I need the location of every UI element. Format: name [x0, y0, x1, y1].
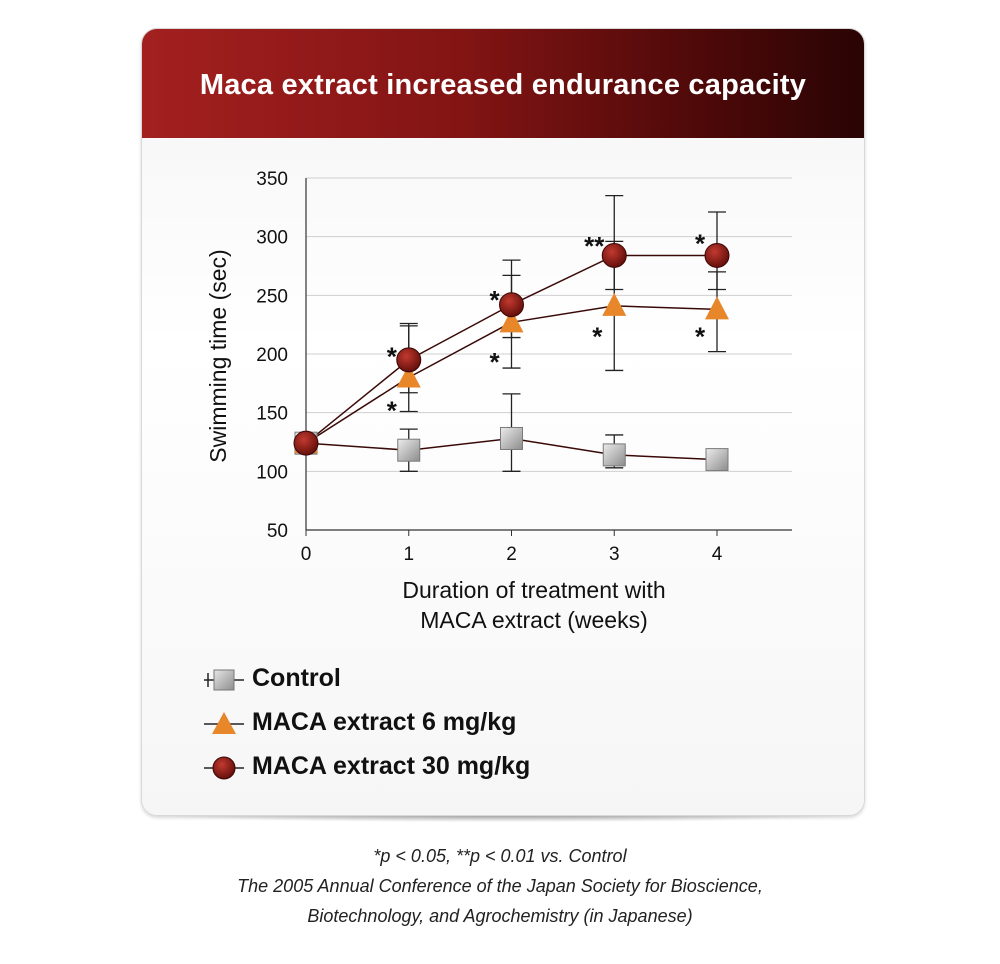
- significance-marker-7: *: [695, 321, 706, 351]
- significance-marker-3: *: [489, 347, 500, 377]
- y-tick-label-250: 250: [256, 286, 288, 307]
- data-point-s0-4: [705, 448, 729, 472]
- y-tick-label-350: 350: [256, 169, 288, 190]
- data-point-s2-3: [601, 242, 627, 268]
- y-tick-label-150: 150: [256, 404, 288, 425]
- x-axis-title-line-1: Duration of treatment with: [402, 577, 665, 603]
- significance-marker-2: *: [489, 285, 500, 315]
- y-tick-label-300: 300: [256, 228, 288, 249]
- x-tick-label-4: 4: [712, 544, 723, 565]
- y-tick-label-200: 200: [256, 345, 288, 366]
- significance-marker-6: *: [695, 229, 706, 259]
- y-axis-title: Swimming time (sec): [205, 249, 231, 462]
- significance-note: *p < 0.05, **p < 0.01 vs. Control: [373, 846, 627, 866]
- data-point-s0-3: [602, 443, 626, 467]
- x-tick-label-3: 3: [609, 544, 620, 565]
- significance-marker-1: *: [387, 395, 398, 425]
- y-tick-label-100: 100: [256, 462, 288, 483]
- data-point-s1-3: [602, 292, 627, 316]
- data-point-s2-0: [293, 430, 319, 456]
- data-point-s2-2: [499, 292, 524, 318]
- significance-marker-4: **: [584, 231, 605, 261]
- legend-triangle-marker-icon: [204, 712, 244, 734]
- legend-label-control: Control: [252, 664, 341, 692]
- legend-label-maca-30: MACA extract 30 mg/kg: [252, 752, 531, 780]
- title-banner: Maca extract increased endurance capacit…: [142, 29, 864, 138]
- chart-card: Maca extract increased endurance capacit…: [141, 28, 865, 816]
- data-point-s2-1: [396, 347, 422, 373]
- data-point-s1-1: [396, 364, 421, 388]
- data-point-s0-2: [500, 426, 523, 450]
- x-tick-label-1: 1: [403, 544, 414, 565]
- x-axis-title-line-2: MACA extract (weeks): [420, 607, 648, 633]
- legend-square-marker-icon: [204, 669, 244, 691]
- significance-marker-0: *: [387, 341, 398, 371]
- legend-circle-marker-icon: [204, 756, 244, 780]
- chart-title: Maca extract increased endurance capacit…: [199, 69, 807, 101]
- source-line-1: The 2005 Annual Conference of the Japan …: [237, 876, 763, 896]
- data-point-s1-4: [705, 296, 729, 320]
- legend-label-maca-6: MACA extract 6 mg/kg: [252, 708, 517, 736]
- data-point-s0-1: [397, 438, 421, 462]
- data-point-s2-4: [704, 242, 730, 268]
- x-tick-label-0: 0: [301, 544, 312, 565]
- y-tick-label-50: 50: [267, 521, 288, 542]
- x-tick-label-2: 2: [506, 544, 517, 565]
- data-point-s1-2: [499, 309, 524, 333]
- source-line-2: Biotechnology, and Agrochemistry (in Jap…: [307, 906, 693, 926]
- significance-marker-5: *: [592, 321, 603, 351]
